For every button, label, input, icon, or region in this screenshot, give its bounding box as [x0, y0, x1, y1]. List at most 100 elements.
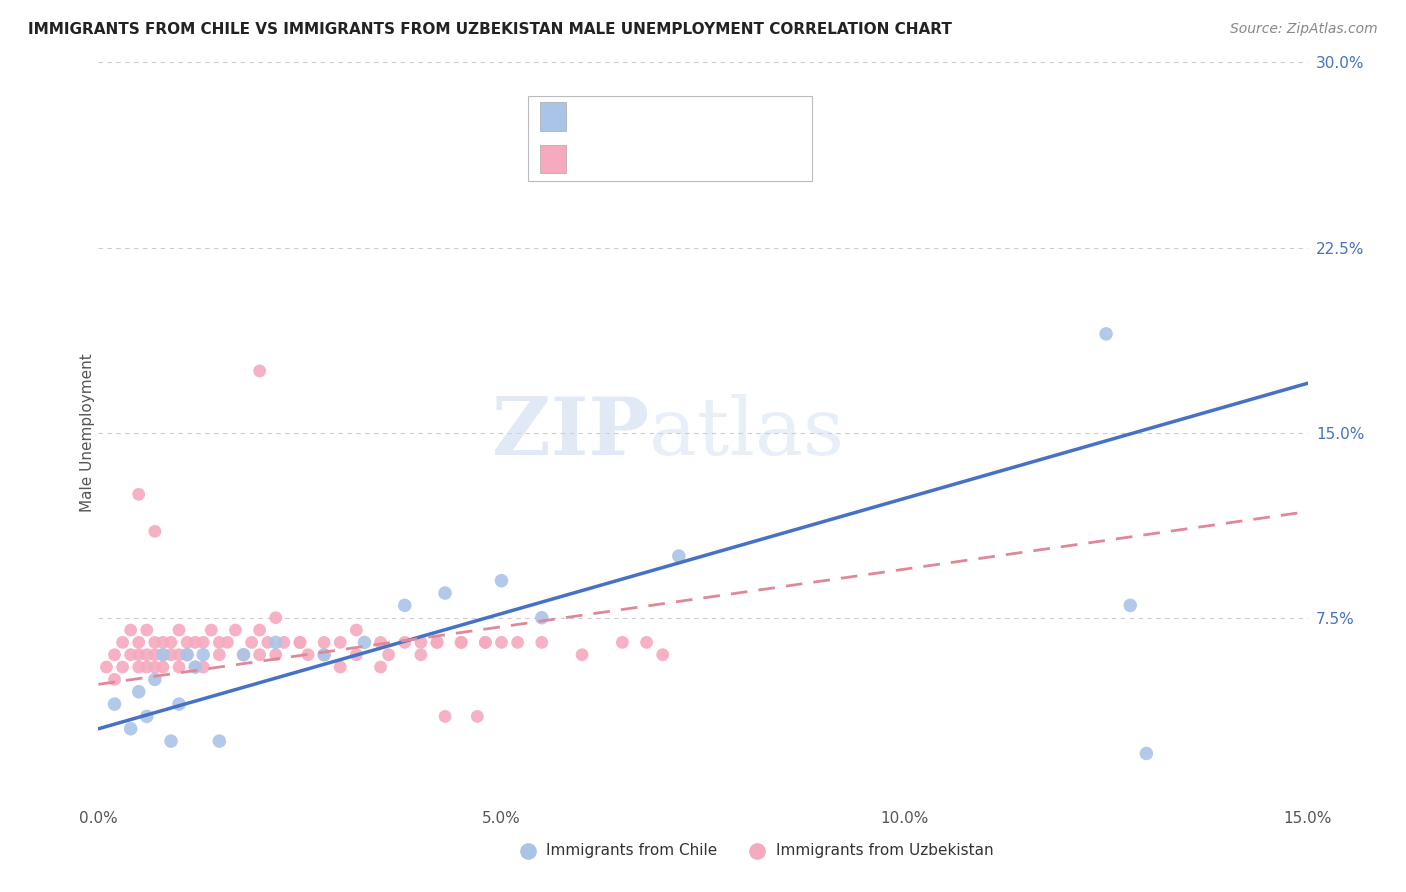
Point [120, 648, 142, 662]
FancyBboxPatch shape [527, 95, 811, 181]
Point [96, 660, 118, 674]
Point [344, 623, 367, 637]
Point [128, 648, 150, 662]
Point [297, 648, 319, 662]
Point [636, 635, 658, 649]
Point [184, 635, 207, 649]
Point [491, 635, 513, 649]
Point [288, 635, 311, 649]
Point [128, 685, 150, 699]
Point [232, 648, 254, 662]
Point [491, 574, 513, 588]
Point [143, 660, 166, 674]
Point [135, 648, 157, 662]
Point [314, 648, 336, 662]
Point [193, 648, 215, 662]
Text: 0.178: 0.178 [621, 150, 679, 168]
Point [128, 635, 150, 649]
Text: R =: R = [576, 108, 612, 126]
Point [128, 660, 150, 674]
Point [200, 623, 222, 637]
Point [329, 635, 352, 649]
Point [506, 635, 529, 649]
Point [135, 660, 157, 674]
Point [160, 734, 183, 748]
Point [426, 635, 449, 649]
Point [612, 635, 634, 649]
Text: ZIP: ZIP [492, 393, 648, 472]
Point [103, 648, 125, 662]
Point [450, 635, 472, 649]
Point [143, 635, 166, 649]
Point [103, 697, 125, 711]
Point [208, 734, 231, 748]
Point [217, 635, 239, 649]
Text: Source: ZipAtlas.com: Source: ZipAtlas.com [1230, 22, 1378, 37]
Point [167, 648, 190, 662]
Text: N =: N = [690, 150, 738, 168]
Point [120, 623, 142, 637]
Point [394, 599, 416, 613]
Point [167, 660, 190, 674]
Point [135, 709, 157, 723]
Point [249, 648, 271, 662]
Point [184, 660, 207, 674]
Point [111, 635, 134, 649]
Point [434, 709, 457, 723]
Point [264, 648, 287, 662]
Point [668, 549, 690, 563]
Point [409, 648, 432, 662]
Point [120, 722, 142, 736]
Point [474, 635, 496, 649]
Point [394, 635, 416, 649]
Text: Immigrants from Uzbekistan: Immigrants from Uzbekistan [776, 844, 993, 858]
Point [167, 623, 190, 637]
Point [651, 648, 673, 662]
Point [176, 648, 198, 662]
Point [152, 648, 174, 662]
Point [152, 660, 174, 674]
Point [377, 648, 399, 662]
Text: N =: N = [690, 108, 738, 126]
Point [426, 635, 449, 649]
Point [273, 635, 295, 649]
Text: 24: 24 [758, 108, 782, 126]
Point [232, 648, 254, 662]
Point [314, 648, 336, 662]
Text: IMMIGRANTS FROM CHILE VS IMMIGRANTS FROM UZBEKISTAN MALE UNEMPLOYMENT CORRELATIO: IMMIGRANTS FROM CHILE VS IMMIGRANTS FROM… [28, 22, 952, 37]
Point [160, 648, 183, 662]
Point [240, 635, 263, 649]
Point [249, 623, 271, 637]
Point [465, 709, 488, 723]
Point [571, 648, 593, 662]
Point [474, 635, 496, 649]
Y-axis label: Male Unemployment: Male Unemployment [80, 353, 94, 512]
Point [344, 648, 367, 662]
Point [103, 673, 125, 687]
Point [249, 364, 271, 378]
Point [128, 487, 150, 501]
Point [111, 660, 134, 674]
Text: 76: 76 [758, 150, 782, 168]
Point [176, 635, 198, 649]
Text: 0.598: 0.598 [621, 108, 679, 126]
Point [329, 660, 352, 674]
Point [370, 660, 392, 674]
Point [314, 635, 336, 649]
Point [1095, 326, 1118, 341]
Point [193, 660, 215, 674]
Text: Immigrants from Chile: Immigrants from Chile [546, 844, 717, 858]
Text: atlas: atlas [648, 393, 844, 472]
Point [370, 635, 392, 649]
Point [434, 586, 457, 600]
Point [256, 635, 278, 649]
Point [193, 635, 215, 649]
Bar [540, 145, 567, 173]
Point [530, 635, 553, 649]
Point [143, 673, 166, 687]
Point [135, 623, 157, 637]
Point [143, 524, 166, 539]
Point [224, 623, 246, 637]
Point [264, 610, 287, 624]
Point [152, 635, 174, 649]
